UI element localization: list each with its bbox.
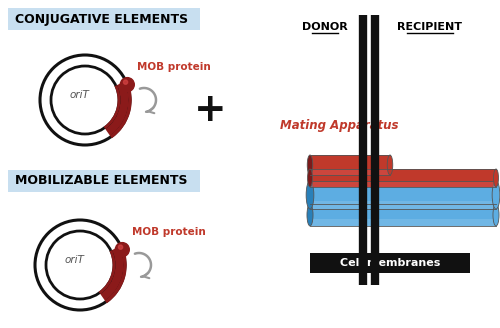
Ellipse shape (308, 169, 312, 187)
Text: RECIPIENT: RECIPIENT (398, 22, 462, 32)
Bar (310, 181, 496, 209)
Text: MOBILIZABLE ELEMENTS: MOBILIZABLE ELEMENTS (15, 174, 188, 188)
Ellipse shape (307, 155, 313, 175)
Text: Mating Apparatus: Mating Apparatus (280, 118, 398, 132)
Circle shape (124, 80, 128, 84)
Circle shape (118, 245, 122, 249)
Bar (310, 219, 496, 226)
Ellipse shape (307, 204, 313, 226)
FancyBboxPatch shape (310, 253, 470, 273)
FancyBboxPatch shape (8, 8, 200, 30)
Ellipse shape (493, 204, 499, 226)
Ellipse shape (494, 169, 498, 187)
Text: MOB protein: MOB protein (132, 227, 206, 236)
Text: +: + (194, 91, 226, 129)
Text: Cell membranes: Cell membranes (340, 258, 440, 268)
Polygon shape (104, 81, 130, 137)
Bar (310, 204, 496, 226)
Bar (310, 155, 390, 175)
Bar (310, 169, 496, 187)
Ellipse shape (306, 181, 314, 209)
Bar (310, 201, 496, 209)
Text: CONJUGATIVE ELEMENTS: CONJUGATIVE ELEMENTS (15, 12, 188, 26)
Text: MOB protein: MOB protein (138, 62, 211, 72)
Polygon shape (100, 246, 125, 302)
Bar (310, 182, 496, 187)
Circle shape (120, 78, 134, 92)
Circle shape (116, 243, 130, 256)
Ellipse shape (492, 181, 500, 209)
Bar (310, 169, 390, 175)
Text: oriT: oriT (64, 255, 84, 265)
Ellipse shape (387, 155, 393, 175)
Text: DONOR: DONOR (302, 22, 348, 32)
Text: oriT: oriT (69, 90, 89, 100)
FancyBboxPatch shape (8, 170, 200, 192)
